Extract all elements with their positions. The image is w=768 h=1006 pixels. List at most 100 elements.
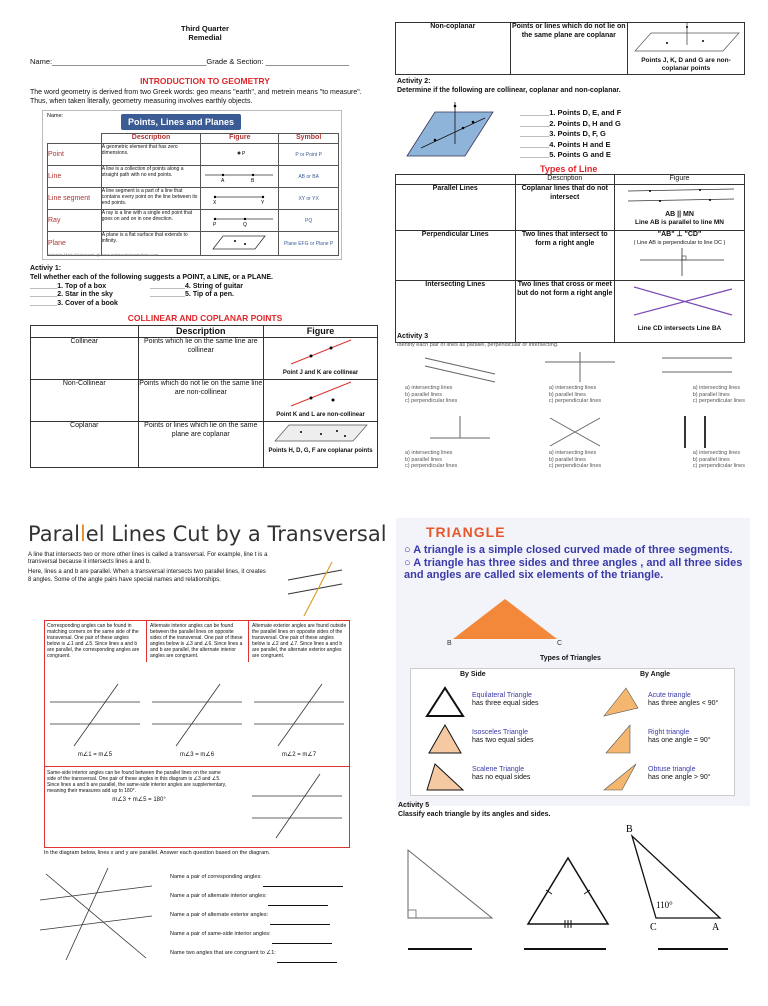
by-side-heading: By Side — [460, 671, 486, 678]
activity-2-item: _______5. Points G and E — [520, 150, 611, 159]
transversal-title: Parallel Lines Cut by a Transversal — [28, 522, 387, 546]
types-figure-cell: Line CD intersects Line BA — [614, 280, 745, 344]
title-part: Paral — [28, 522, 80, 546]
transversal-worksheet: Parallel Lines Cut by a Transversal A li… — [28, 522, 387, 584]
type-name: Isosceles Triangle — [472, 729, 529, 736]
triangle-title: TRIANGLE — [426, 524, 506, 540]
option: c) perpendicular lines — [405, 463, 458, 470]
chart-footer: Printable Math Worksheets @ www.mathwork… — [47, 252, 158, 258]
activity-5-answer-lines — [408, 942, 728, 950]
answer-blank[interactable] — [269, 917, 330, 925]
non-collinear-figure — [290, 381, 351, 407]
coll-caption: Point J and K are collinear — [282, 370, 359, 376]
activity-1-item: _______3. Cover of a book — [30, 300, 118, 307]
activity-2-items: _______1. Points D, E, and F _______2. P… — [520, 108, 621, 161]
angle-type-right: Right triangle has one angle = 90° — [648, 729, 711, 746]
option: a) intersecting lines — [692, 385, 741, 391]
activity-2-item: _______1. Points D, E, and F — [520, 108, 622, 117]
svg-text:P: P — [213, 222, 217, 228]
option: c) perpendicular lines — [405, 398, 458, 405]
plp-symbol: PQ — [278, 209, 339, 232]
angle-type-obtuse: Obtuse triangle has one angle > 90° — [648, 766, 711, 783]
plp-symbol: Plane EFG or Plane P — [278, 231, 339, 256]
type-desc: has no equal sides — [472, 774, 531, 782]
answer-blank[interactable] — [272, 936, 333, 944]
question: Name a pair of alternate exterior angles… — [170, 906, 343, 925]
worksheet-title: Third Quarter — [181, 24, 229, 33]
equation: m∠3 = m∠6 — [179, 752, 215, 758]
scalene-triangle-icon — [426, 763, 465, 791]
activity-3: Activity 3 Identify each pair of lines a… — [397, 333, 752, 348]
svg-text:B: B — [626, 824, 633, 835]
transversal-intro-figure — [287, 561, 343, 617]
activity-1-item: _______2. Star in the sky — [30, 291, 113, 299]
answer-blank[interactable] — [524, 942, 606, 950]
plp-desc: A line segment is a part of a line that … — [100, 187, 202, 210]
types-term: Intersecting Lines — [395, 280, 516, 344]
svg-text:B: B — [447, 640, 452, 647]
option: b) parallel lines — [548, 456, 586, 463]
side-type-equilateral: Equilateral Triangle has three equal side… — [472, 692, 539, 709]
answer-blank[interactable] — [268, 898, 329, 906]
activity-3-instructions: Identify each pair of lines as parallel,… — [397, 341, 559, 348]
coll-term: Non-Collinear — [30, 379, 139, 423]
types-symbol: AB || MN — [665, 210, 694, 218]
activity-1-item: _______1. Top of a box — [30, 282, 107, 290]
coll-caption: Point K and L are non-collinear — [276, 412, 365, 418]
noncop-term: Non-coplanar — [395, 22, 511, 75]
answer-blank[interactable] — [263, 879, 344, 887]
plp-header-figure: Figure — [200, 133, 280, 144]
angle-equations: m∠1 = m∠5 m∠3 = m∠6 m∠2 = m∠7 — [44, 752, 350, 759]
diagram-instructions: In the diagram below, lines x and y are … — [44, 850, 271, 856]
option: a) intersecting lines — [405, 450, 453, 456]
types-desc: Coplanar lines that do not intersect — [514, 183, 616, 231]
title-part: el Lines Cut by a Transversal — [85, 522, 387, 546]
option: b) parallel lines — [692, 456, 730, 463]
activity-3-options-row-2: a) intersecting lines b) parallel lines c)… — [405, 450, 745, 470]
plp-symbol: XY or YX — [278, 187, 339, 210]
answer-blank[interactable] — [277, 955, 338, 963]
angle-type-acute: Acute triangle has three angles < 90° — [648, 692, 718, 709]
coll-caption: Points H, D, G, F are coplanar points — [268, 448, 373, 454]
type-name: Equilateral Triangle — [472, 692, 532, 699]
intro-heading: INTRODUCTION TO GEOMETRY — [140, 76, 270, 87]
types-figure-cell: AB || MN Line AB is parallel to line MN — [614, 183, 745, 231]
noncop-caption: Points J, K, D and G are non-coplanar po… — [641, 56, 731, 72]
activity-3-options-row-1: a) intersecting lines b) parallel lines c)… — [405, 385, 745, 405]
plp-term: Plane — [47, 231, 102, 256]
plp-header-symbol: Symbol — [278, 133, 339, 144]
option: a) intersecting lines — [692, 450, 741, 456]
types-desc: Two lines that intersect to form a right… — [514, 229, 616, 282]
same-side-box: Same-side interior angles can be found b… — [44, 766, 350, 804]
types-caption: ( Line AB is perpendicular to line DC ) — [633, 239, 726, 246]
plp-term: Line segment — [47, 187, 102, 210]
coll-desc: Points or lines which lie on the same pl… — [137, 421, 265, 469]
type-name: Right triangle — [648, 729, 690, 736]
coll-term: Coplanar — [30, 421, 139, 469]
plp-header-description: Description — [100, 133, 202, 144]
diagram-questions: Name a pair of corresponding angles: Nam… — [170, 868, 344, 963]
types-term: Perpendicular Lines — [395, 229, 516, 282]
option: c) perpendicular lines — [692, 398, 745, 405]
type-desc: has three angles < 90° — [648, 700, 719, 708]
plp-desc: A plane is a flat surface that extends t… — [100, 231, 202, 256]
plp-term: Line — [47, 165, 102, 188]
svg-text:B: B — [251, 178, 255, 184]
answer-blank[interactable] — [658, 942, 728, 950]
svg-text:P: P — [242, 151, 246, 157]
plp-figure: P — [200, 143, 280, 166]
equation: m∠1 = m∠5 — [77, 752, 113, 758]
same-side-diagram — [252, 773, 342, 839]
coll-term: Collinear — [30, 337, 139, 381]
activity-1-title: Activiy 1: — [30, 265, 62, 272]
angle-diagrams — [50, 683, 344, 747]
chart-name-label: Name: — [47, 113, 64, 119]
option: c) perpendicular lines — [548, 398, 602, 405]
perpendicular-lines-figure — [639, 248, 724, 277]
answer-blank[interactable] — [408, 942, 472, 950]
svg-text:X: X — [213, 200, 217, 206]
question: Name two angles that are congruent to ∠1… — [170, 944, 343, 963]
xy-parallel-diagram — [39, 867, 153, 961]
